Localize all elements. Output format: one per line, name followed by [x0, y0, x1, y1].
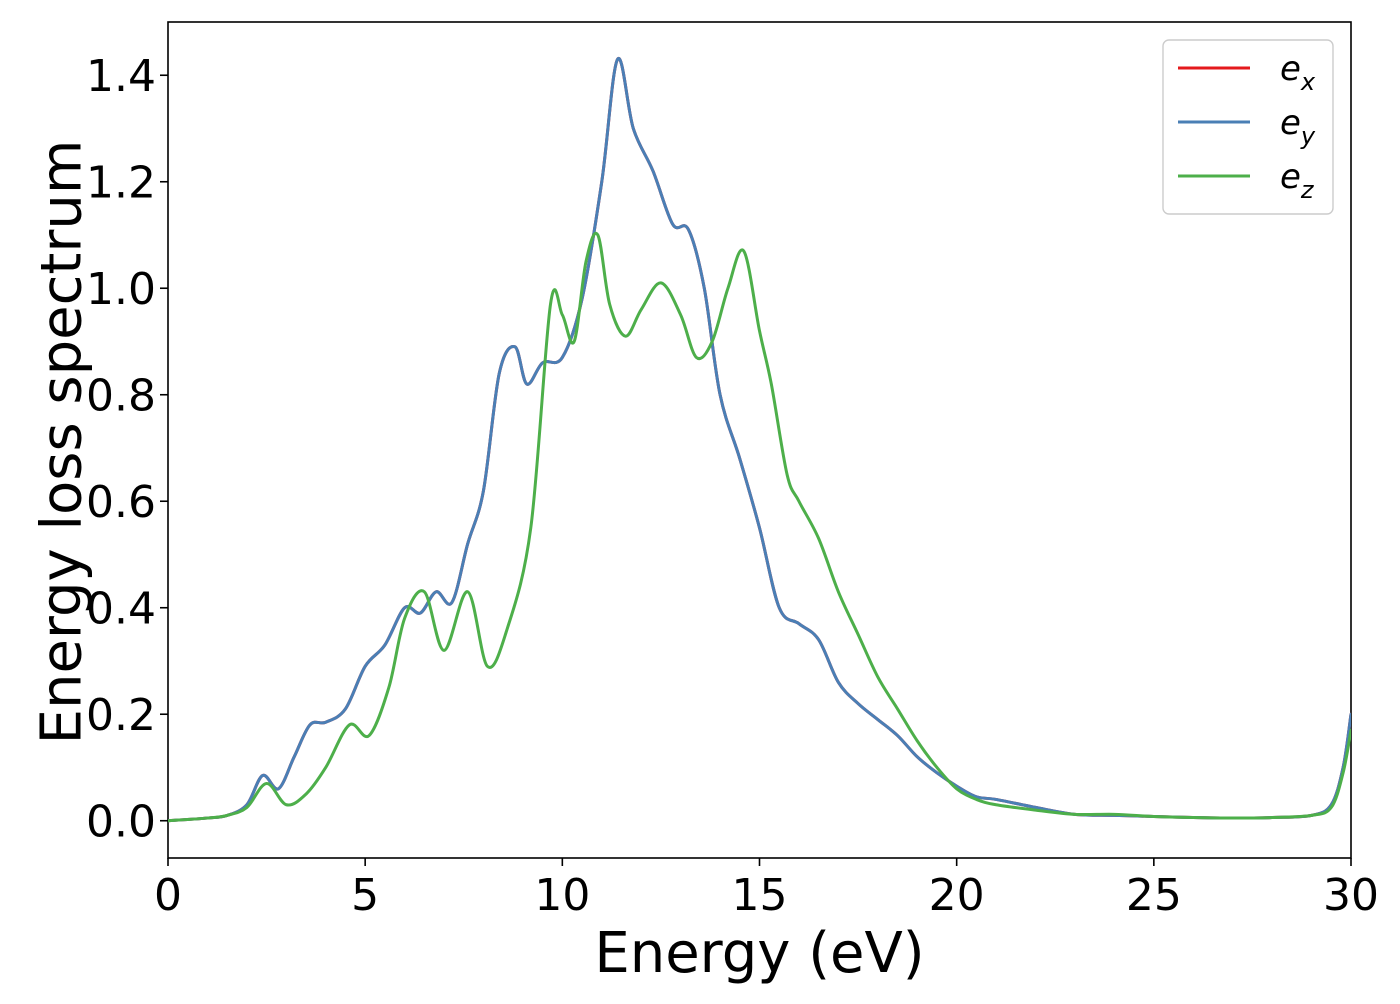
x-tick-label: 15 — [732, 870, 788, 921]
x-tick-label: 30 — [1323, 870, 1379, 921]
y-tick-label: 0.6 — [86, 477, 156, 528]
series-line-z — [168, 231, 1351, 823]
y-tick-label: 0.4 — [86, 584, 156, 635]
legend: ex ey ez — [1162, 39, 1334, 215]
x-tick-label: 10 — [534, 870, 590, 921]
x-tick-label: 5 — [351, 870, 379, 921]
y-tick-label: 1.0 — [86, 264, 156, 315]
y-tick-label: 0.2 — [86, 690, 156, 741]
series-layer — [168, 57, 1351, 823]
legend-label-x: ex — [1280, 49, 1316, 96]
y-tick-label: 0.8 — [86, 371, 156, 422]
legend-label-y: ey — [1280, 103, 1316, 150]
x-tick-label: 20 — [929, 870, 985, 921]
y-tick-label: 1.4 — [86, 51, 156, 102]
ticks-layer: 0 5 10 15 20 25 30 0.0 0.2 0.4 0.6 0.8 1.0 1.2 1.4 — [86, 51, 1379, 921]
y-tick-label: 0.0 — [86, 797, 156, 848]
series-line-y — [168, 57, 1351, 823]
y-axis-label: Energy loss spectrum — [30, 140, 95, 745]
x-axis-label: Energy (eV) — [594, 921, 924, 986]
legend-box — [1162, 39, 1334, 215]
y-tick-label: 1.2 — [86, 158, 156, 209]
x-tick-label: 25 — [1126, 870, 1182, 921]
x-tick-label: 0 — [154, 870, 182, 921]
legend-label-z: ez — [1280, 157, 1315, 204]
